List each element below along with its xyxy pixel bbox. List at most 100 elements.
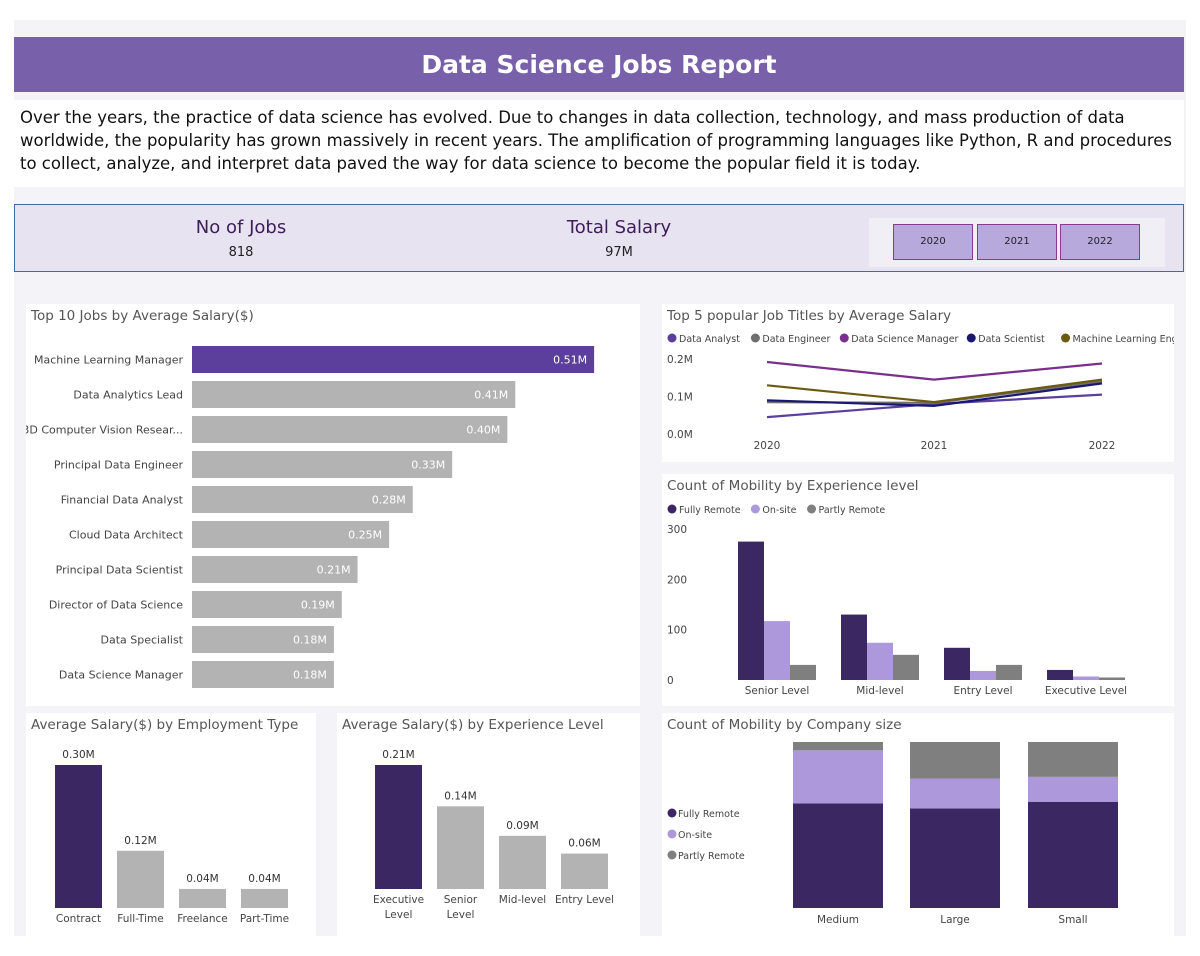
bar-3d-computer-vision-resear xyxy=(192,416,508,443)
data-label: 0.33M xyxy=(411,459,445,472)
bar-large-partly-remote xyxy=(910,742,1000,779)
data-label: 0.19M xyxy=(301,599,335,612)
legend-entry: Partly Remote xyxy=(678,851,745,862)
bar-principal-data-engineer xyxy=(192,451,453,478)
data-label: 0.40M xyxy=(466,424,500,437)
year-button-2020[interactable]: 2020 xyxy=(893,224,973,260)
bar-financial-data-analyst xyxy=(192,486,413,513)
y-tick-label: Principal Data Scientist xyxy=(56,564,184,577)
legend-marker xyxy=(667,829,677,839)
x-tick-label: Executive Level xyxy=(1045,685,1127,697)
legend-entry: Data Analyst xyxy=(679,334,740,345)
x-tick-label: Mid-level xyxy=(499,894,546,906)
legend-entry: Data Engineer xyxy=(762,334,830,345)
y-tick-label: Data Science Manager xyxy=(59,669,184,682)
bar-mid-level xyxy=(499,835,546,889)
bar-small-partly-remote xyxy=(1028,742,1118,777)
employment-type-chart: 0.30M Contract 0.12M Full-Time 0.04M Freelanc… xyxy=(55,749,289,925)
bar-small-fully-remote xyxy=(1028,801,1118,908)
bar-executive-level-partly-remote xyxy=(1099,677,1125,680)
bar-executive-level-fully-remote xyxy=(1047,669,1073,680)
legend-marker xyxy=(750,504,760,514)
data-label: 0.41M xyxy=(474,389,508,402)
y-tick-label: 100 xyxy=(667,625,687,637)
x-tick-label: 2022 xyxy=(1089,440,1116,452)
popular-titles-title: Top 5 popular Job Titles by Average Sala… xyxy=(667,308,952,324)
data-label: 0.30M xyxy=(62,749,94,761)
bar-senior-level-fully-remote xyxy=(738,541,764,680)
top-jobs-title: Top 10 Jobs by Average Salary($) xyxy=(31,308,254,324)
data-label: 0.18M xyxy=(293,634,327,647)
kpi-strip: No of Jobs 818 Total Salary 97M 2020 202… xyxy=(14,204,1184,272)
data-label: 0.28M xyxy=(372,494,406,507)
mobility-experience-panel: Count of Mobility by Experience level Fu… xyxy=(662,474,1174,706)
bar-principal-data-scientist xyxy=(192,556,358,583)
bar-director-of-data-science xyxy=(192,591,342,618)
bar-entry-level-on-site xyxy=(970,670,996,680)
x-tick-label: Senior xyxy=(444,894,478,906)
data-label: 0.21M xyxy=(382,749,414,761)
x-tick-label: Entry Level xyxy=(555,894,614,906)
data-label: 0.18M xyxy=(293,669,327,682)
y-tick-label: 3D Computer Vision Resear... xyxy=(26,424,183,437)
legend-marker xyxy=(667,504,677,514)
data-label: 0.04M xyxy=(186,873,218,885)
company-size-chart: Fully Remote On-site Partly Remote Medium La… xyxy=(667,742,1118,926)
bar-data-specialist xyxy=(192,626,334,653)
top-jobs-panel: Top 10 Jobs by Average Salary($) Machine… xyxy=(26,304,640,706)
x-tick-label: Freelance xyxy=(177,913,228,925)
bar-data-analytics-lead xyxy=(192,381,516,408)
employment-type-title: Average Salary($) by Employment Type xyxy=(31,717,299,733)
x-tick-label: Level xyxy=(447,909,475,921)
y-tick-label: 200 xyxy=(667,574,687,586)
legend-marker xyxy=(667,333,677,343)
data-label: 0.14M xyxy=(444,790,476,802)
top-jobs-chart: Machine Learning Manager 0.51M Data Analyt… xyxy=(26,346,595,688)
x-tick-label: 2020 xyxy=(754,440,781,452)
series-line-data-engineer xyxy=(766,380,1103,405)
data-label: 0.12M xyxy=(124,835,156,847)
y-tick-label: Director of Data Science xyxy=(49,599,183,612)
x-tick-label: Medium xyxy=(817,914,859,926)
x-tick-label: Mid-level xyxy=(856,685,903,697)
x-tick-label: Entry Level xyxy=(954,685,1013,697)
y-tick-label: 300 xyxy=(667,524,687,536)
popular-titles-panel: Top 5 popular Job Titles by Average Sala… xyxy=(662,304,1174,462)
legend-entry: Partly Remote xyxy=(819,505,886,516)
y-tick-label: 0 xyxy=(667,675,674,687)
year-slicer: 2020 2021 2022 xyxy=(869,218,1165,267)
data-label: 0.51M xyxy=(553,354,587,367)
bar-executive-level xyxy=(375,765,422,889)
data-label: 0.21M xyxy=(317,564,351,577)
bar-medium-on-site xyxy=(793,750,883,804)
x-tick-label: Small xyxy=(1058,914,1087,926)
bar-freelance xyxy=(179,888,226,908)
legend-entry: Data Science Manager xyxy=(851,334,958,345)
year-button-2022[interactable]: 2022 xyxy=(1060,224,1140,260)
jobs-count-label: No of Jobs xyxy=(195,217,287,238)
legend-entry: Fully Remote xyxy=(679,505,741,516)
experience-salary-title: Average Salary($) by Experience Level xyxy=(342,717,604,733)
legend-entry: Data Scientist xyxy=(978,334,1045,345)
legend-marker xyxy=(966,333,976,343)
report-title: Data Science Jobs Report xyxy=(14,37,1184,92)
jobs-count-value: 818 xyxy=(228,245,254,260)
legend-entry: On-site xyxy=(678,830,712,841)
experience-salary-chart: 0.21M Executive Level 0.14M Senior Level 0.09M… xyxy=(373,749,614,921)
bar-entry-level-partly-remote xyxy=(996,664,1022,680)
x-tick-label: Full-Time xyxy=(117,913,163,925)
bar-mid-level-fully-remote xyxy=(841,614,867,680)
mobility-experience-chart: Fully Remote On-site Partly Remote 300 200 10… xyxy=(667,504,1127,697)
bar-small-on-site xyxy=(1028,776,1118,802)
year-button-2021[interactable]: 2021 xyxy=(977,224,1057,260)
bar-executive-level-on-site xyxy=(1073,676,1099,680)
bar-full-time xyxy=(117,850,164,908)
bar-senior-level-on-site xyxy=(764,621,790,680)
total-salary-value: 97M xyxy=(605,245,633,260)
y-tick-label: Machine Learning Manager xyxy=(34,354,183,367)
series-line-machine-learning-engineer xyxy=(766,378,1103,404)
y-tick-label: Data Analytics Lead xyxy=(73,389,183,402)
x-tick-label: Senior Level xyxy=(745,685,810,697)
company-size-title: Count of Mobility by Company size xyxy=(667,717,902,733)
y-tick-label: Principal Data Engineer xyxy=(54,459,184,472)
